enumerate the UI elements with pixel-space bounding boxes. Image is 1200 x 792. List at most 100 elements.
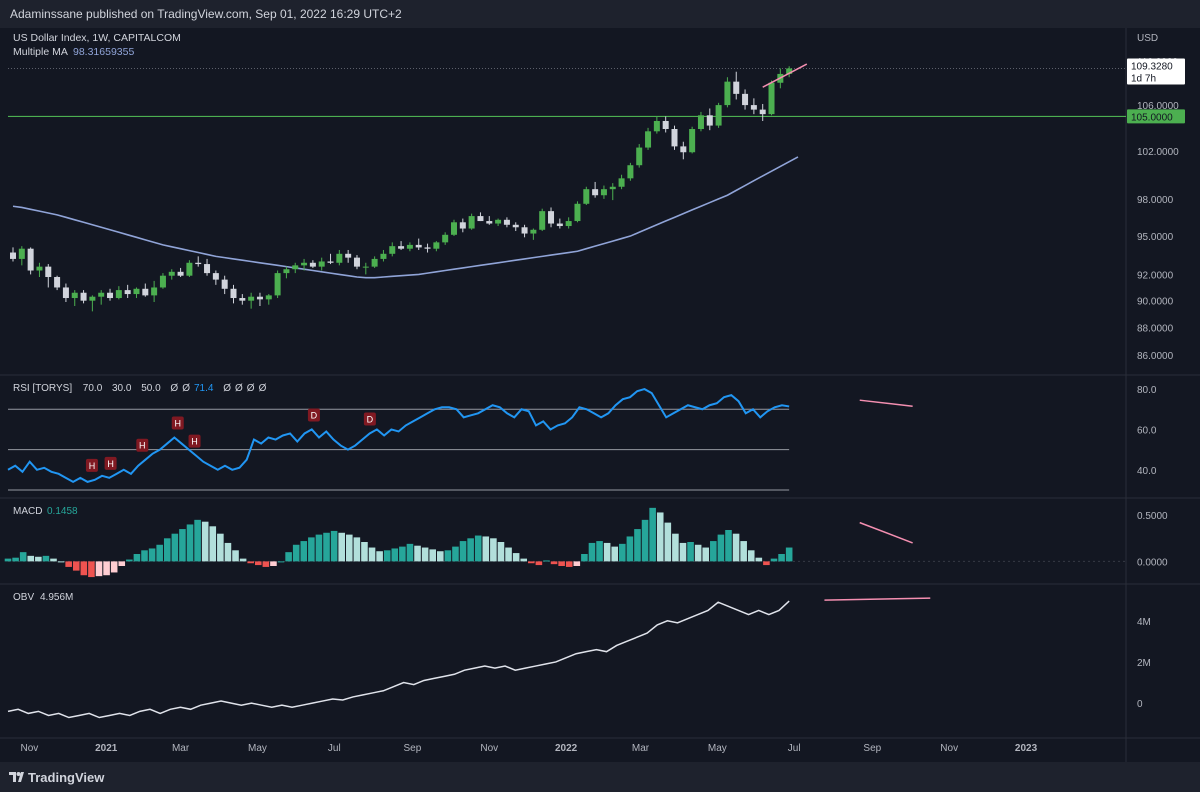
macd-histogram-bar xyxy=(421,547,429,562)
macd-histogram-bar xyxy=(201,521,209,562)
candle xyxy=(18,246,25,266)
candle xyxy=(503,217,510,228)
time-axis-label: Sep xyxy=(404,743,422,754)
macd-histogram-bar xyxy=(126,559,133,562)
macd-histogram-bar xyxy=(300,541,308,562)
macd-histogram-bar xyxy=(95,561,103,577)
rsi-divergence-marker: H xyxy=(171,416,184,430)
macd-histogram-bar xyxy=(581,554,588,562)
macd-histogram-bar xyxy=(414,545,421,562)
divergence-trendline-price xyxy=(762,63,808,88)
rsi-legend-item: Ø xyxy=(259,383,267,394)
candle xyxy=(27,247,34,275)
candle-body xyxy=(159,275,166,288)
candle-body xyxy=(486,221,493,224)
time-axis-label: Nov xyxy=(20,743,38,754)
candle xyxy=(248,292,255,309)
candle xyxy=(124,284,131,299)
candle-body xyxy=(353,257,360,267)
macd-histogram-bar xyxy=(292,544,300,562)
macd-histogram-bar xyxy=(452,546,459,562)
macd-histogram-bar xyxy=(323,532,330,562)
candle xyxy=(609,183,616,201)
candle xyxy=(733,71,740,100)
macd-histogram-bar xyxy=(72,561,80,571)
candle-body xyxy=(521,227,528,234)
time-axis-label: Nov xyxy=(940,743,958,754)
candle-body xyxy=(442,234,449,243)
candle-body xyxy=(662,120,669,130)
rsi-legend-item: Ø xyxy=(223,383,231,394)
candle-body xyxy=(256,296,263,300)
candle-body xyxy=(583,189,590,204)
obv-legend-label: OBV xyxy=(13,592,34,603)
candle-body xyxy=(371,258,378,267)
price-tick-label: 106.0000 xyxy=(1137,101,1179,112)
rsi-marker-badge xyxy=(307,408,320,422)
macd-histogram-bar xyxy=(224,542,232,562)
candle-body xyxy=(680,146,687,153)
candle-body xyxy=(415,244,422,248)
candle xyxy=(256,292,263,307)
candle-body xyxy=(653,120,660,132)
candle xyxy=(521,224,528,238)
macd-histogram-bar xyxy=(672,533,679,562)
rsi-tick-label: 60.0 xyxy=(1137,425,1157,436)
candle xyxy=(345,249,352,263)
candle-body xyxy=(398,246,405,249)
macd-histogram-bar xyxy=(596,541,603,562)
macd-legend-label: MACD xyxy=(13,506,42,517)
obv-tick-label: 4M xyxy=(1137,617,1151,628)
candle xyxy=(530,228,537,240)
macd-histogram-bar xyxy=(770,558,778,562)
candle xyxy=(715,102,722,128)
candle-body xyxy=(177,271,184,276)
candle-body xyxy=(318,261,325,267)
macd-histogram-bar xyxy=(80,561,88,576)
candle-body xyxy=(786,68,793,74)
candle xyxy=(697,111,704,132)
candle xyxy=(495,218,502,227)
rsi-marker-badge xyxy=(104,456,117,470)
candle-body xyxy=(600,189,607,196)
candle xyxy=(353,255,360,270)
last-price-label: 109.3280 xyxy=(1131,61,1173,72)
macd-histogram-bar xyxy=(110,561,118,573)
candle xyxy=(159,273,166,289)
candle xyxy=(98,290,105,305)
candle-body xyxy=(548,211,555,224)
candle-body xyxy=(539,211,546,230)
rsi-divergence-marker: H xyxy=(188,434,201,448)
candle-body xyxy=(301,262,308,266)
price-tick-label: 95.0000 xyxy=(1137,232,1174,243)
candle xyxy=(71,290,78,307)
rsi-divergence-marker: H xyxy=(136,438,149,452)
chart-canvas[interactable]: USD 86.0000 88.0000 90.0000 92.0000 95.0000 98… xyxy=(0,28,1200,762)
macd-histogram-bar xyxy=(611,546,619,562)
candle xyxy=(301,258,308,271)
rsi-divergence-marker: D xyxy=(363,412,376,426)
macd-histogram-bar xyxy=(528,561,535,564)
candle-body xyxy=(627,165,634,179)
rsi-divergence-marker: H xyxy=(104,456,117,470)
candle xyxy=(442,232,449,245)
ma-legend-label: Multiple MA xyxy=(13,46,68,58)
candle xyxy=(327,253,334,265)
candle-body xyxy=(54,277,61,288)
macd-histogram-bar xyxy=(626,536,634,562)
candle-body xyxy=(107,292,114,299)
candle xyxy=(556,218,563,229)
macd-histogram-bar xyxy=(490,538,497,562)
macd-histogram-bar xyxy=(262,561,270,567)
candle xyxy=(477,212,484,222)
candle xyxy=(539,208,546,232)
candle xyxy=(451,219,457,237)
macd-histogram-bar xyxy=(740,541,747,562)
candle xyxy=(636,144,643,168)
time-axis-label: May xyxy=(248,743,267,754)
macd-tick-label: 0.0000 xyxy=(1137,557,1168,568)
macd-histogram-bar xyxy=(186,524,194,562)
candle-body xyxy=(274,273,281,296)
rsi-marker-badge xyxy=(136,438,149,452)
macd-histogram-bar xyxy=(368,547,376,562)
